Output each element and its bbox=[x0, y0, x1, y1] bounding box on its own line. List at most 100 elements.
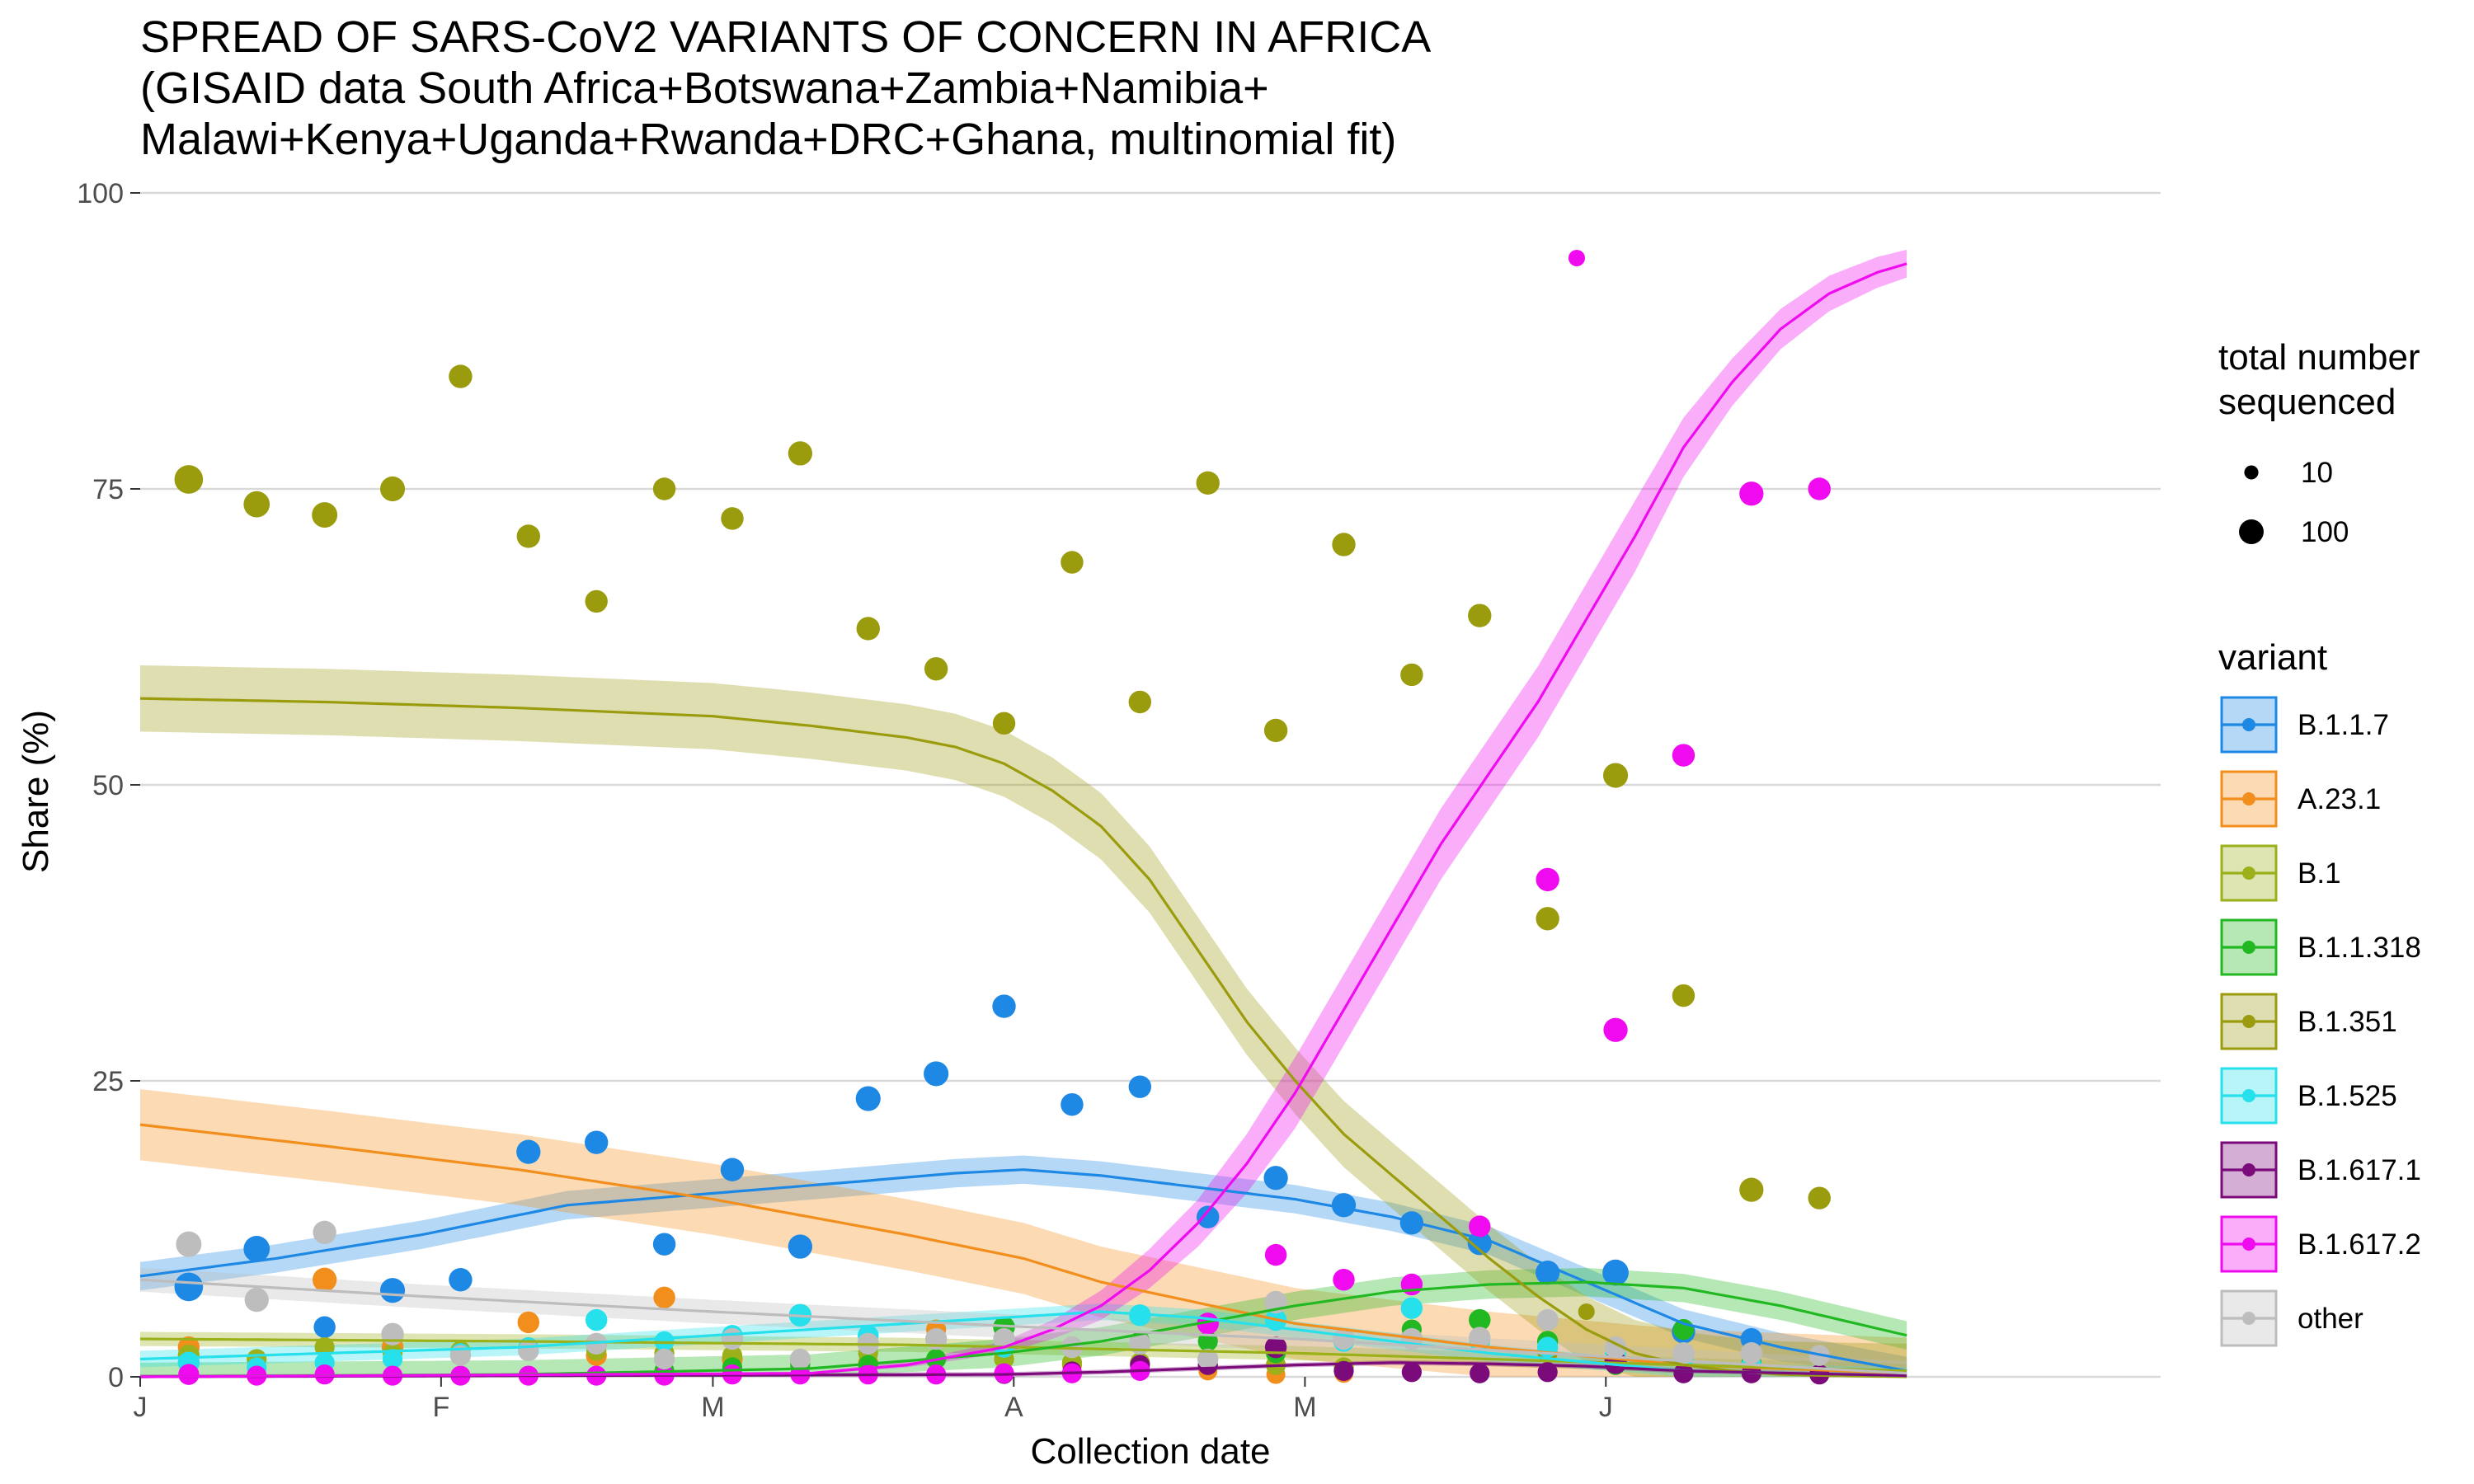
point-B.1.617.1-7 bbox=[1401, 1362, 1422, 1383]
variant-legend-title: variant bbox=[2218, 637, 2327, 678]
point-B.1.617.1-11 bbox=[1673, 1363, 1694, 1383]
legend-key-B.1.1.7 bbox=[2220, 696, 2278, 754]
point-other-20 bbox=[1536, 1308, 1559, 1331]
point-other-1 bbox=[244, 1288, 269, 1313]
point-other-22 bbox=[1672, 1342, 1695, 1364]
point-B.1.351-19 bbox=[1468, 603, 1492, 627]
point-B.1.617.2-20 bbox=[1536, 867, 1559, 892]
point-other-8 bbox=[721, 1327, 744, 1350]
point-B.1.351-22 bbox=[1672, 984, 1696, 1007]
point-B.1.617.2-25 bbox=[1808, 477, 1831, 500]
y-tick-label-25: 25 bbox=[92, 1066, 124, 1097]
point-B.1.1.7-14 bbox=[1128, 1075, 1152, 1098]
point-B.1.351-21 bbox=[1602, 763, 1629, 788]
legend-label-B.1.1.318: B.1.1.318 bbox=[2298, 932, 2421, 964]
x-tick-label-0: J bbox=[134, 1392, 148, 1423]
point-B.1.1.7-17 bbox=[1331, 1193, 1357, 1218]
point-B.1.1.7-7 bbox=[652, 1233, 676, 1256]
point-B.1.1.7-11 bbox=[924, 1061, 949, 1087]
point-B.1.525-18 bbox=[1400, 1297, 1423, 1319]
chart-title-line-3: Malawi+Kenya+Uganda+Rwanda+DRC+Ghana, mu… bbox=[140, 115, 1397, 164]
observed-share-points bbox=[174, 249, 1831, 1386]
point-B.1.1.7-15 bbox=[1196, 1205, 1220, 1228]
legend-label-B.1: B.1 bbox=[2298, 857, 2341, 890]
point-B.1.351-26 bbox=[1578, 1303, 1595, 1321]
point-B.1.617.1-9 bbox=[1537, 1362, 1558, 1383]
legend-key-B.1 bbox=[2220, 844, 2278, 902]
variant-legend: variant B.1.1.7 A.23.1 B.1 B.1.1.318 B.1.351 B… bbox=[2218, 637, 2421, 1347]
point-B.1.525-6 bbox=[585, 1308, 608, 1331]
point-B.1.351-23 bbox=[1739, 1177, 1764, 1202]
gridlines bbox=[140, 191, 2161, 1378]
point-B.1.351-11 bbox=[924, 657, 948, 681]
point-other-5 bbox=[518, 1340, 539, 1362]
y-tick-label-50: 50 bbox=[92, 770, 124, 801]
legend-key-other bbox=[2220, 1289, 2278, 1347]
point-B.1.351-18 bbox=[1400, 663, 1423, 687]
legend-dot-other bbox=[2242, 1312, 2255, 1325]
size-legend-dot-10 bbox=[2244, 465, 2259, 480]
x-tick-label-3: A bbox=[1004, 1392, 1023, 1423]
point-B.1.1.7-5 bbox=[516, 1139, 541, 1164]
point-other-15 bbox=[1197, 1348, 1219, 1370]
point-A.23.1-5 bbox=[517, 1311, 540, 1334]
legend-dot-A.23.1 bbox=[2242, 792, 2255, 805]
band-B.1.617.2 bbox=[140, 249, 1907, 1377]
point-B.1.617.1-6 bbox=[1333, 1360, 1354, 1381]
point-B.1.351-10 bbox=[856, 617, 880, 641]
legend-dot-B.1 bbox=[2242, 866, 2255, 880]
point-B.1.1.7-12 bbox=[992, 994, 1016, 1018]
point-B.1.1.7-6 bbox=[584, 1130, 609, 1154]
size-legend-title-0: total number bbox=[2218, 337, 2420, 378]
y-tick-label-0: 0 bbox=[108, 1362, 124, 1393]
point-B.1.617.2-22 bbox=[1603, 1017, 1628, 1042]
point-B.1.1.7-1 bbox=[243, 1236, 270, 1262]
point-B.1.1.7-3 bbox=[379, 1278, 406, 1303]
legend-key-B.1.525 bbox=[2220, 1067, 2278, 1125]
point-other-9 bbox=[789, 1348, 811, 1370]
fit-line-other bbox=[139, 1278, 1907, 1375]
band-B.1.1.7 bbox=[140, 1155, 1907, 1377]
chart-title: SPREAD OF SARS-CoV2 VARIANTS OF CONCERN … bbox=[140, 12, 1431, 165]
point-B.1.351-20 bbox=[1536, 907, 1559, 931]
point-B.1.351-4 bbox=[449, 364, 473, 388]
point-A.23.1-2 bbox=[312, 1267, 337, 1292]
axes: 0 25 50 75 100 J F M A M J bbox=[77, 178, 1613, 1423]
point-B.1.1.7-8 bbox=[720, 1158, 745, 1181]
point-B.1.1.7-13 bbox=[1061, 1092, 1084, 1116]
chart-title-line-1: SPREAD OF SARS-CoV2 VARIANTS OF CONCERN … bbox=[140, 12, 1432, 62]
legend-key-A.23.1 bbox=[2220, 770, 2278, 828]
band-B.1.1.318 bbox=[140, 1267, 1907, 1377]
point-B.1.351-16 bbox=[1263, 718, 1288, 743]
fit-line-B.1.1.7 bbox=[139, 1168, 1907, 1373]
point-other-3 bbox=[381, 1322, 404, 1346]
point-B.1.351-5 bbox=[516, 524, 540, 548]
fit-line-B.1.617.2 bbox=[139, 262, 1907, 1378]
legend-label-A.23.1: A.23.1 bbox=[2298, 783, 2381, 815]
x-tick-label-5: J bbox=[1599, 1392, 1613, 1423]
legend-dot-B.1.525 bbox=[2242, 1089, 2255, 1102]
point-other-23 bbox=[1740, 1342, 1763, 1364]
point-B.1.351-8 bbox=[721, 507, 744, 530]
fit-line-B.1.525 bbox=[139, 1310, 1907, 1378]
point-B.1.1.7-9 bbox=[788, 1234, 813, 1259]
legend-label-B.1.351: B.1.351 bbox=[2298, 1006, 2397, 1038]
legend-dot-B.1.1.318 bbox=[2242, 941, 2255, 954]
point-B.1.1.7-10 bbox=[855, 1086, 881, 1111]
point-B.1.351-15 bbox=[1196, 471, 1220, 495]
band-A.23.1 bbox=[140, 1089, 1907, 1377]
point-B.1.351-17 bbox=[1332, 533, 1356, 556]
point-B.1.617.2-23 bbox=[1672, 744, 1696, 767]
point-B.1.1.7-21 bbox=[1602, 1259, 1629, 1286]
size-legend-dot-100 bbox=[2239, 519, 2264, 544]
y-tick-label-100: 100 bbox=[77, 178, 124, 209]
y-tick-label-75: 75 bbox=[92, 474, 124, 505]
point-B.1.1.318-12 bbox=[1469, 1308, 1491, 1331]
legend-dot-B.1.617.2 bbox=[2242, 1237, 2255, 1251]
fit-confidence-bands bbox=[140, 249, 1907, 1377]
point-B.1.617.1-8 bbox=[1470, 1363, 1490, 1383]
point-B.1.617.2-19 bbox=[1469, 1215, 1491, 1237]
legend-label-B.1.1.7: B.1.1.7 bbox=[2298, 709, 2389, 741]
legend-label-B.1.617.2: B.1.617.2 bbox=[2298, 1228, 2421, 1261]
